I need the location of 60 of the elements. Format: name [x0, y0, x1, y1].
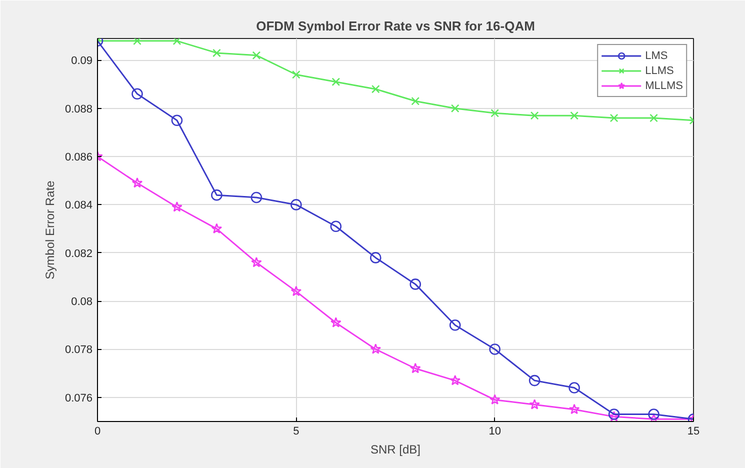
y-tick-label: 0.082 [64, 248, 93, 260]
x-tick-label: 15 [687, 426, 700, 438]
y-tick-label: 0.076 [64, 392, 93, 404]
point [608, 408, 620, 420]
y-axis-title: Symbol Error Rate [42, 180, 57, 280]
y-tick-label: 0.09 [71, 55, 93, 68]
point [292, 70, 300, 79]
x-tick-label: 10 [488, 426, 501, 438]
point [251, 256, 262, 268]
point [250, 192, 262, 204]
point [370, 252, 382, 264]
point [172, 201, 182, 212]
y-tick-label: 0.08 [71, 296, 93, 308]
point [450, 374, 461, 386]
point [211, 223, 222, 234]
point [450, 104, 460, 113]
point [650, 114, 658, 122]
point [132, 88, 143, 100]
point [570, 111, 578, 120]
point [171, 114, 183, 126]
line-series [98, 38, 694, 422]
point [212, 48, 221, 58]
point [568, 382, 580, 394]
point [330, 220, 342, 232]
y-tick-label: 0.088 [64, 103, 93, 116]
y-tick-label: 0.084 [64, 200, 93, 212]
point [133, 38, 142, 46]
legend-label: LLMS [645, 64, 674, 78]
point [332, 78, 340, 86]
point [410, 362, 421, 374]
point [529, 398, 540, 410]
point [290, 286, 302, 296]
point [410, 278, 422, 290]
point [608, 411, 620, 422]
point [449, 320, 461, 331]
x-tick-label: 5 [293, 426, 300, 438]
point [568, 404, 580, 414]
y-tick-label: 0.086 [64, 152, 93, 164]
point [290, 199, 302, 210]
legend-label: LMS [645, 48, 668, 63]
point [610, 114, 618, 122]
point [330, 317, 342, 328]
point [490, 108, 500, 118]
point [648, 408, 660, 420]
point [411, 96, 420, 106]
point [371, 84, 380, 94]
point [489, 394, 500, 405]
point [370, 344, 382, 354]
point [489, 344, 500, 355]
chart-title: OFDM Symbol Error Rate vs SNR for 16-QAM [256, 18, 535, 34]
point [211, 189, 222, 201]
point [132, 177, 143, 188]
legend-label: MLLMS [645, 78, 683, 93]
y-tick-label: 0.078 [64, 344, 93, 356]
point [172, 38, 182, 46]
point [252, 51, 261, 60]
point [528, 374, 540, 386]
x-axis-title: SNR [dB] [370, 442, 421, 456]
point [530, 111, 539, 120]
x-tick-label: 0 [94, 426, 101, 438]
